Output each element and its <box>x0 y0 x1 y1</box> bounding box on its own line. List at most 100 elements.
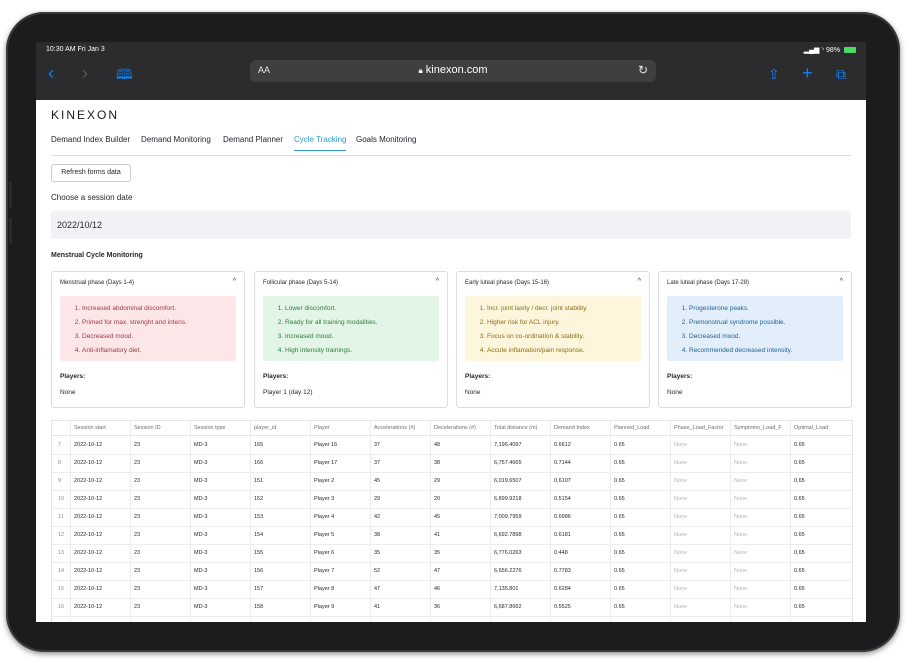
reload-icon[interactable]: ↻ <box>637 63 648 77</box>
tab-demand-index-builder[interactable]: Demand Index Builder <box>51 135 131 144</box>
table-cell: Player 4 <box>314 514 335 520</box>
phase-note-item: Higher risk for ACL injury. <box>487 316 641 330</box>
web-page: KINEXON Demand Index Builder Demand Moni… <box>36 100 866 622</box>
column-header[interactable]: Demand Index <box>554 425 590 431</box>
players-label: Players: <box>263 373 289 380</box>
screen: 10:30 AM Fri Jan 3 ▂▄▆ ◝ 98% ‹ › 🕮 AA 🔒︎… <box>36 42 866 622</box>
table-row[interactable]: 13 2022-10-12 23 MD-3 155 Player 6 35 35 6,776.0… <box>52 544 852 563</box>
table-cell: 23 <box>134 586 141 592</box>
row-index: 13 <box>58 550 65 556</box>
forward-icon[interactable]: › <box>82 63 88 83</box>
address-bar[interactable]: AA 🔒︎ kinexon.com ↻ <box>250 60 656 82</box>
volume-up-button <box>9 182 12 208</box>
table-row[interactable]: 11 2022-10-12 23 MD-3 153 Player 4 42 45 7,009.7… <box>52 508 852 527</box>
players-label: Players: <box>60 373 86 380</box>
table-cell: 0.6612 <box>554 442 571 448</box>
share-icon[interactable]: ⇪ <box>768 66 780 82</box>
table-cell: 0.65 <box>614 478 625 484</box>
column-header[interactable]: Decelerations (#) <box>434 425 476 431</box>
chevron-up-icon[interactable]: ^ <box>637 278 641 285</box>
table-cell: MD-3 <box>194 604 208 610</box>
table-cell: 7,196.4097 <box>494 442 522 448</box>
row-index: 10 <box>58 496 65 502</box>
table-cell: 0.65 <box>614 442 625 448</box>
tab-bar: Demand Index Builder Demand Monitoring D… <box>51 135 851 156</box>
column-header[interactable]: Session type <box>194 425 226 431</box>
new-tab-icon[interactable]: + <box>802 63 813 83</box>
phase-note-item: Premonstrual syndrome possible. <box>689 316 843 330</box>
tab-demand-planner[interactable]: Demand Planner <box>223 135 284 144</box>
status-time: 10:30 AM Fri Jan 3 <box>46 46 105 53</box>
bookmarks-icon[interactable]: 🕮 <box>116 66 133 82</box>
row-index: 16 <box>58 604 65 610</box>
table-header: Session start Session ID Session type playe… <box>52 421 852 436</box>
table-row[interactable]: 12 2022-10-12 23 MD-3 154 Player 5 38 41 6,692.7… <box>52 526 852 545</box>
table-cell: 23 <box>134 514 141 520</box>
lock-icon: 🔒︎ <box>418 66 423 75</box>
data-table[interactable]: Session start Session ID Session type playe… <box>51 420 853 622</box>
text-size-button[interactable]: AA <box>258 65 271 75</box>
table-cell: 0.65 <box>794 496 805 502</box>
tabs-overview-icon[interactable]: ⧉ <box>836 66 846 82</box>
refresh-forms-button[interactable]: Refresh forms data <box>51 164 131 182</box>
phase-note-item: Decreased mood. <box>82 330 236 344</box>
tab-goals-monitoring[interactable]: Goals Monitoring <box>356 135 417 144</box>
column-header[interactable]: Session ID <box>134 425 161 431</box>
table-cell: 6,757.4665 <box>494 460 522 466</box>
table-cell: None <box>674 460 688 466</box>
column-divider <box>610 421 611 622</box>
table-cell: None <box>674 532 688 538</box>
table-cell: 0.5525 <box>554 604 571 610</box>
column-header[interactable]: Symptoms_Load_F <box>734 425 782 431</box>
phase-note-item: Progesterone peaks. <box>689 302 843 316</box>
table-cell: 155 <box>254 550 264 556</box>
column-header[interactable]: player_id <box>254 425 277 431</box>
table-row[interactable]: 7 2022-10-12 23 MD-3 165 Player 16 37 48 7,196.4… <box>52 436 852 455</box>
table-row[interactable]: 8 2022-10-12 23 MD-3 166 Player 17 37 38 6,757.4… <box>52 454 852 473</box>
table-row[interactable]: 14 2022-10-12 23 MD-3 156 Player 7 52 47 6,656.2… <box>52 562 852 581</box>
table-cell: 2022-10-12 <box>74 514 103 520</box>
column-header[interactable]: Phase_Load_Factor <box>674 425 724 431</box>
phase-note-item: Decreased mood. <box>689 330 843 344</box>
column-divider <box>430 421 431 622</box>
phase-note-item: High intensity trainings. <box>285 344 439 358</box>
table-cell: 156 <box>254 568 264 574</box>
table-row[interactable]: 10 2022-10-12 23 MD-3 152 Player 3 29 20 6,899.9… <box>52 490 852 509</box>
column-header[interactable]: Session start <box>74 425 106 431</box>
column-header[interactable]: Planned_Load <box>614 425 650 431</box>
table-row[interactable]: 15 2022-10-12 23 MD-3 157 Player 8 47 46 7,135.8… <box>52 580 852 599</box>
table-cell: None <box>734 550 748 556</box>
table-cell: MD-3 <box>194 442 208 448</box>
table-cell: 45 <box>374 478 381 484</box>
chevron-up-icon[interactable]: ^ <box>232 278 236 285</box>
column-header[interactable]: Optimal_Load <box>794 425 829 431</box>
table-row[interactable]: 9 2022-10-12 23 MD-3 151 Player 2 45 29 6,019.65… <box>52 472 852 491</box>
chevron-up-icon[interactable]: ^ <box>435 278 439 285</box>
phase-title: Late luteal phase (Days 17-28) <box>667 280 750 286</box>
tab-cycle-tracking[interactable]: Cycle Tracking <box>294 135 347 151</box>
section-title: Menstrual Cycle Monitoring <box>51 252 143 259</box>
back-icon[interactable]: ‹ <box>48 63 54 83</box>
column-divider <box>130 421 131 622</box>
column-header[interactable]: Accelerations (#) <box>374 425 416 431</box>
row-index: 8 <box>58 460 62 466</box>
column-header[interactable]: Player <box>314 425 330 431</box>
phase-title: Early luteal phase (Days 15-16) <box>465 280 550 286</box>
table-cell: 38 <box>374 532 381 538</box>
chevron-up-icon[interactable]: ^ <box>839 278 843 285</box>
table-cell: 0.6181 <box>554 532 571 538</box>
table-row[interactable]: 16 2022-10-12 23 MD-3 158 Player 9 41 36 6,687.8… <box>52 598 852 617</box>
table-cell: 2022-10-12 <box>74 550 103 556</box>
session-date-input[interactable]: 2022/10/12 <box>51 211 851 239</box>
table-cell: None <box>734 478 748 484</box>
table-cell: 47 <box>434 568 441 574</box>
phase-notes-list: Lower discomfort.Ready for all training … <box>263 296 439 358</box>
phase-note-item: Recommended decreased intensity. <box>689 344 843 358</box>
column-header[interactable]: Total distance (m) <box>494 425 538 431</box>
table-cell: MD-3 <box>194 478 208 484</box>
players-label: Players: <box>667 373 693 380</box>
table-cell: Player 8 <box>314 586 335 592</box>
players-value: None <box>667 389 683 396</box>
kinexon-logo: KINEXON <box>51 108 120 122</box>
tab-demand-monitoring[interactable]: Demand Monitoring <box>141 135 211 144</box>
